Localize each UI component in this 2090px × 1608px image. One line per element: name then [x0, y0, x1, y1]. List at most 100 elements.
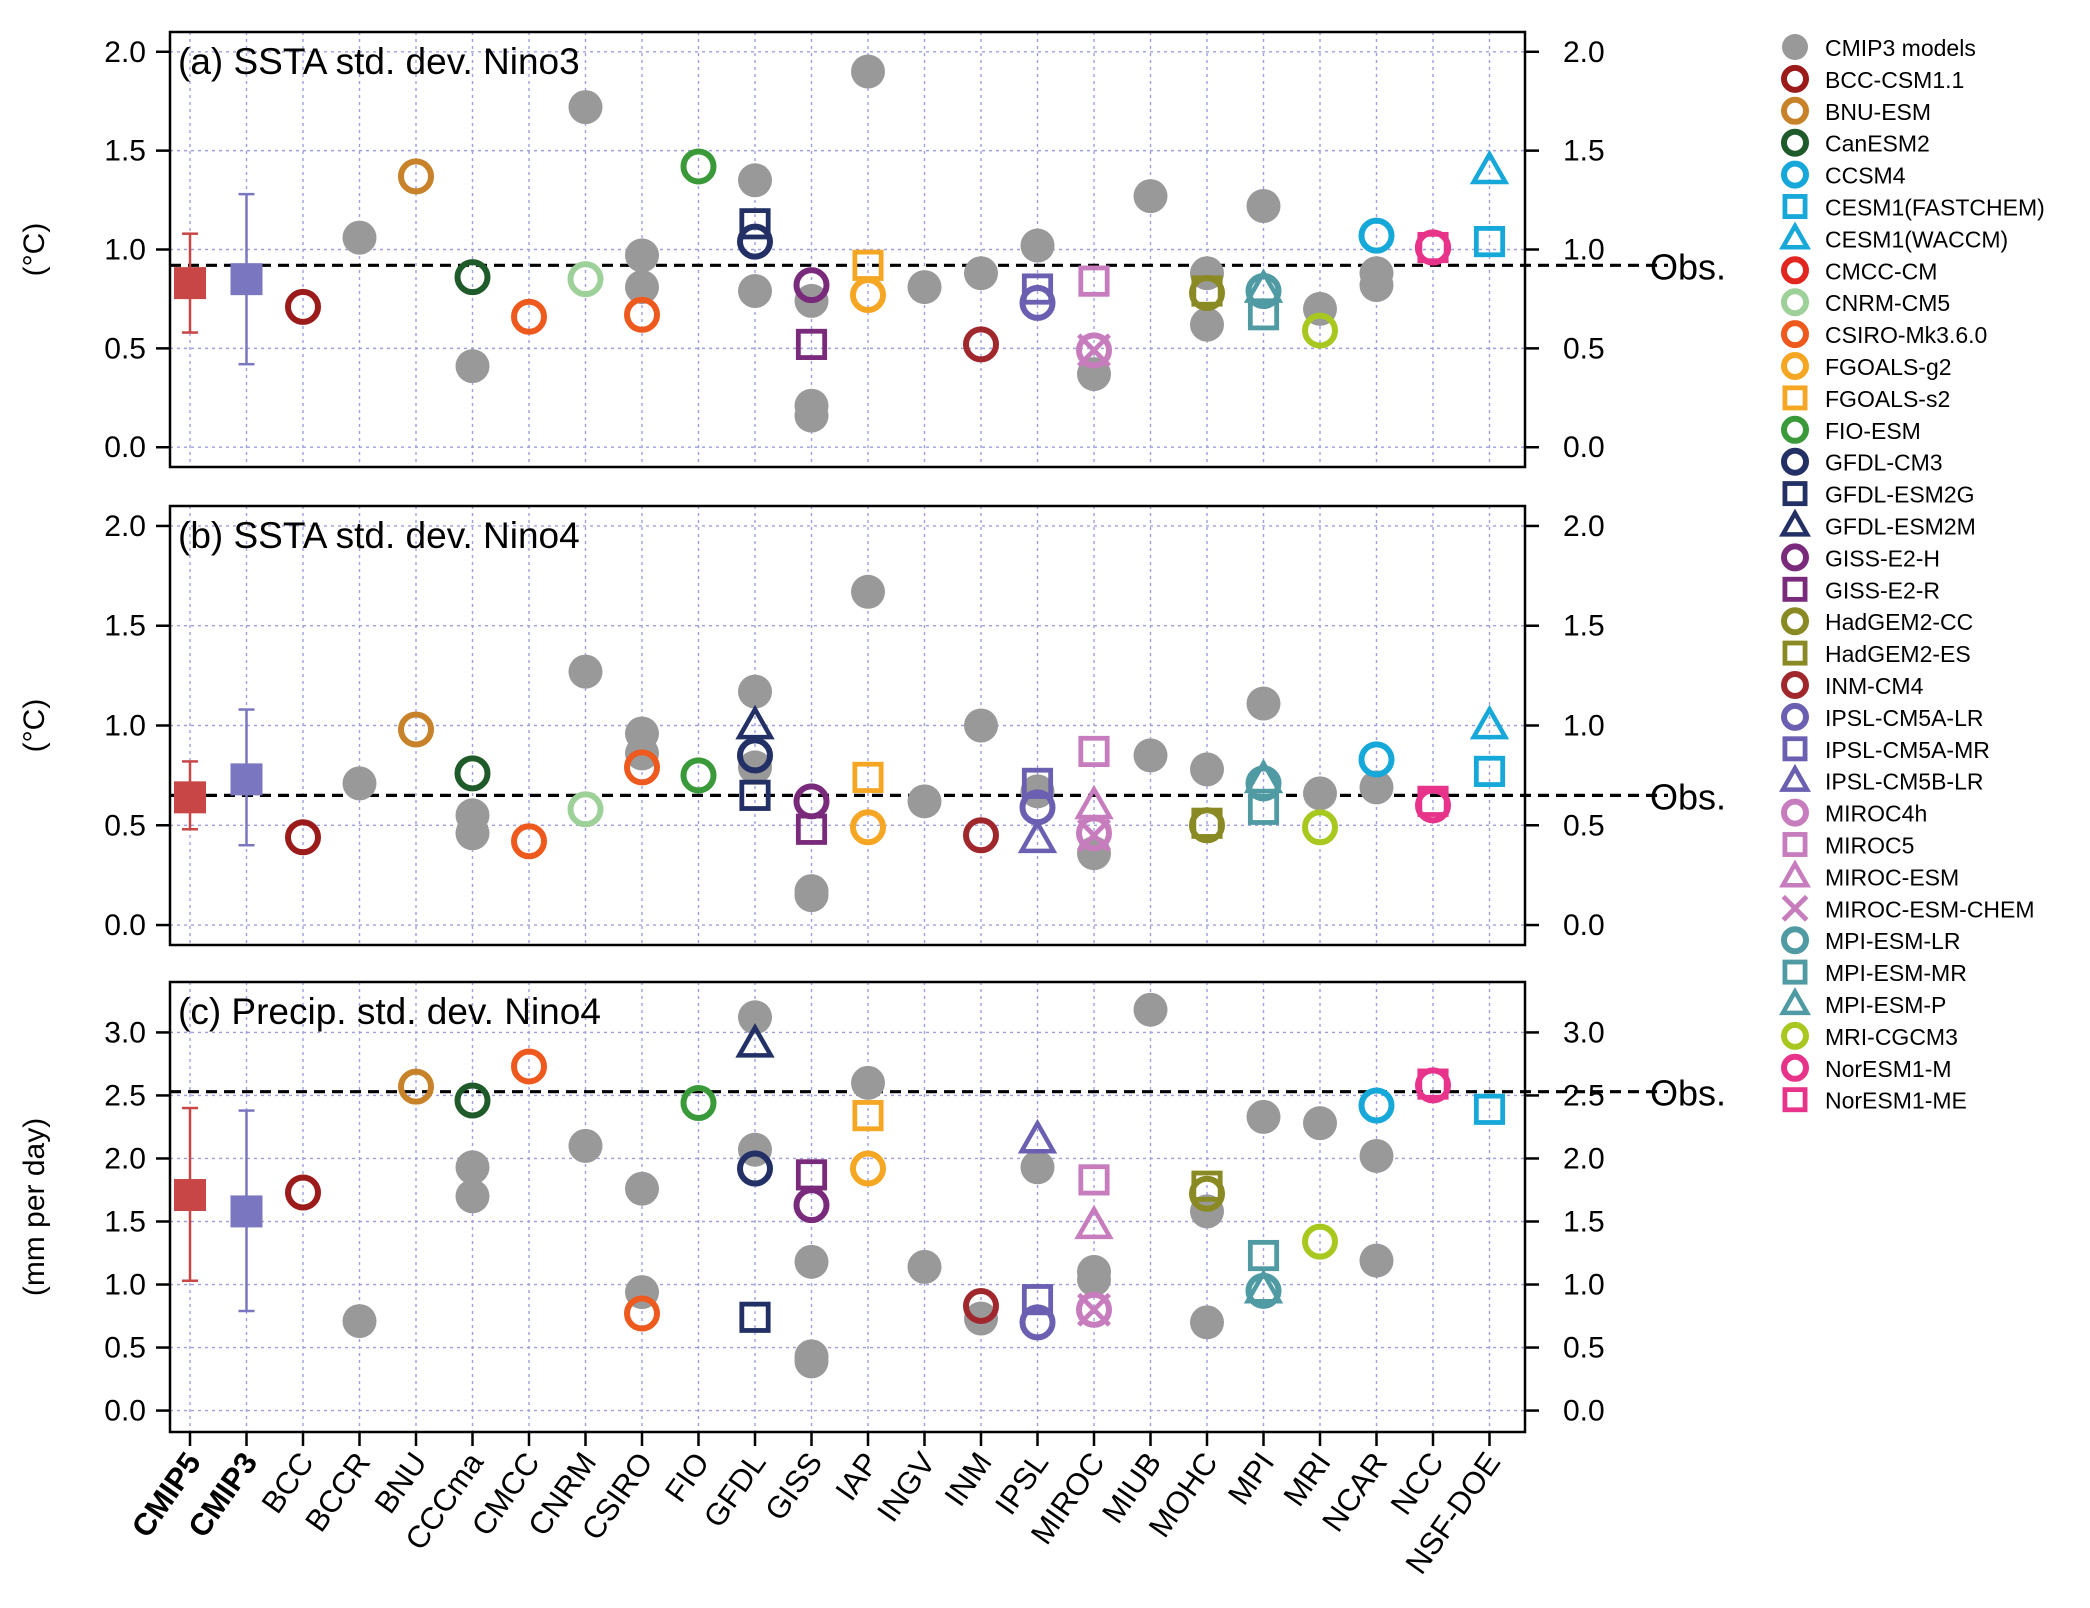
cmip3-model-point	[625, 1171, 659, 1206]
legend-marker	[1779, 221, 1811, 250]
legend-label: FGOALS-g2	[1825, 354, 1952, 380]
x-tick-label: GFDL	[697, 1446, 773, 1534]
cmip5-model-point	[1415, 1067, 1451, 1104]
legend-marker	[1781, 256, 1809, 285]
cmip5-model-point	[1245, 1272, 1282, 1309]
cmip3-model-point	[625, 238, 659, 273]
cmip5-model-point	[739, 1301, 771, 1333]
legend-marker	[1781, 798, 1809, 827]
legend-marker	[1781, 702, 1809, 731]
cmip5-model-point	[1189, 807, 1225, 844]
legend-label: MIROC4h	[1825, 801, 1927, 827]
cmip5-model-point	[1189, 1175, 1225, 1212]
cmip3-model-point	[1190, 307, 1224, 342]
cmip5-model-point	[1243, 758, 1284, 794]
cmip5-model-point	[1469, 704, 1510, 740]
cmip5-model-point	[850, 809, 886, 846]
cmip3-model-point	[342, 766, 377, 801]
y-tick-label-left: 1.5	[104, 1205, 146, 1238]
legend-label: GISS-E2-R	[1825, 577, 1940, 603]
cmip5-model-point	[963, 817, 999, 854]
cmip5-model-point	[1077, 333, 1111, 368]
y-tick-label-left: 0.5	[104, 809, 146, 842]
cmip3-model-point	[568, 654, 603, 689]
cmip5-model-point	[624, 296, 660, 333]
cmip5-model-point	[680, 757, 717, 794]
legend-marker	[1782, 1087, 1808, 1113]
legend-label: CMCC-CM	[1825, 258, 1937, 284]
cmip5-model-point	[1021, 1284, 1054, 1316]
legend-label: MRI-CGCM3	[1825, 1024, 1958, 1050]
cmip5-model-point	[1247, 299, 1280, 331]
cmip5-model-point	[737, 1150, 773, 1187]
cmip5-model-point	[795, 813, 828, 845]
cmip5-model-point	[735, 1023, 775, 1058]
ensemble-mean-marker	[230, 763, 263, 796]
y-tick-label-left: 1.0	[104, 1269, 146, 1302]
cmip5-model-point	[1189, 275, 1225, 311]
cmip3-model-point	[1133, 992, 1168, 1027]
cmip5-model-point	[567, 791, 604, 828]
cmip5-model-point	[737, 223, 773, 260]
cmip3-model-point	[794, 1244, 829, 1279]
cmip3-model-point	[907, 784, 942, 819]
y-tick-label-left: 0.5	[104, 1332, 146, 1365]
legend-label: NorESM1-ME	[1825, 1088, 1967, 1114]
y-tick-label-left: 0.5	[104, 332, 146, 365]
cmip5-model-point	[285, 288, 321, 325]
obs-label: Obs.	[1650, 1073, 1726, 1114]
cmip3-model-point	[1190, 1305, 1224, 1340]
cmip3-model-point	[964, 256, 998, 291]
ensemble-mean-marker	[174, 1179, 206, 1212]
legend-label: GISS-E2-H	[1825, 545, 1940, 571]
cmip5-model-point	[737, 737, 773, 774]
legend-label: GFDL-ESM2G	[1825, 482, 1975, 508]
legend-marker	[1782, 385, 1808, 411]
cmip5-model-point	[1019, 284, 1056, 321]
y-tick-label-right: 3.0	[1563, 1016, 1605, 1049]
cmip3-model-point	[568, 90, 603, 125]
legend-marker	[1782, 640, 1808, 666]
legend-marker	[1781, 1053, 1809, 1082]
cmip5-model-point	[1078, 265, 1110, 297]
cmip5-model-point	[1247, 793, 1280, 825]
legend-marker	[1781, 447, 1809, 476]
obs-label: Obs.	[1650, 776, 1726, 817]
y-tick-label-right: 0.5	[1563, 1332, 1605, 1365]
ensemble-mean-marker	[174, 781, 206, 814]
cmip5-model-point	[735, 704, 775, 740]
legend-label: MPI-ESM-P	[1825, 992, 1946, 1018]
cmip3-model-point	[342, 1304, 377, 1339]
cmip3-model-point	[794, 1344, 829, 1379]
cmip5-model-point	[511, 823, 547, 860]
legend-label: CMIP3 models	[1825, 35, 1976, 61]
cmip5-model-point	[1076, 332, 1112, 369]
legend-marker	[1781, 607, 1809, 636]
cmip5-model-point	[793, 267, 830, 304]
legend-label: MIROC-ESM	[1825, 864, 1959, 890]
cmip5-model-point	[1077, 1292, 1111, 1327]
cmip5-model-point	[398, 711, 434, 748]
legend-label: CCSM4	[1825, 163, 1906, 189]
y-tick-label-right: 1.0	[1563, 710, 1605, 743]
y-tick-label-left: 1.0	[104, 234, 146, 267]
y-tick-label-right: 1.0	[1563, 1269, 1605, 1302]
cmip3-model-point	[1303, 776, 1337, 811]
legend-label: GFDL-CM3	[1825, 450, 1943, 476]
legend-marker	[1781, 64, 1809, 93]
cmip5-model-point	[739, 208, 771, 240]
panel-a: 0.0 0.0 0.5 0.5 1.0 1.0 1.5 1.5 2.0 2.0 (°C) (a) SS…	[18, 30, 1726, 469]
y-tick-label-right: 1.5	[1563, 1205, 1605, 1238]
cmip3-model-point	[568, 1128, 603, 1163]
legend-label: HadGEM2-CC	[1825, 609, 1973, 635]
cmip5-model-point	[793, 1187, 830, 1224]
y-tick-label-left: 1.5	[104, 135, 146, 168]
cmip5-model-point	[454, 1082, 491, 1119]
cmip5-model-point	[852, 1100, 884, 1132]
legend-marker	[1779, 859, 1811, 888]
cmip5-model-point	[963, 1287, 999, 1324]
cmip3-model-point	[851, 54, 885, 89]
cmip3-model-point	[625, 270, 659, 305]
cmip5-model-point	[1415, 787, 1451, 824]
legend-marker	[1781, 671, 1809, 699]
